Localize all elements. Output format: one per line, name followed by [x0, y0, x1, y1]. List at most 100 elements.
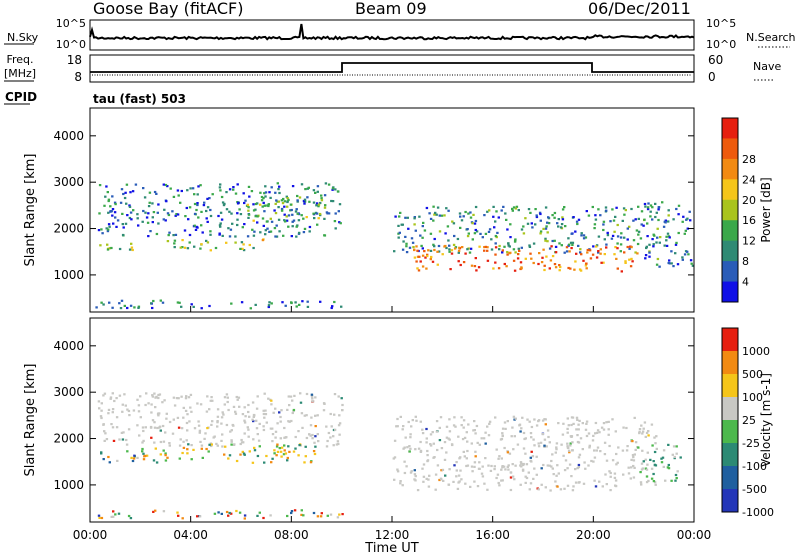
range-cell [104, 432, 107, 435]
range-cell [555, 442, 559, 445]
range-cell [126, 408, 129, 411]
range-cell [582, 482, 586, 485]
range-cell [296, 224, 299, 227]
range-cell [172, 418, 175, 421]
range-cell [531, 226, 534, 229]
range-cell [574, 260, 577, 263]
range-cell [577, 463, 581, 467]
range-cell [150, 302, 153, 305]
range-cell [602, 428, 606, 431]
range-cell [252, 415, 255, 418]
range-cell [267, 204, 270, 208]
range-cell [426, 449, 429, 453]
range-cell [109, 205, 112, 208]
range-cell [464, 210, 467, 214]
range-cell [270, 461, 273, 464]
range-cell [637, 446, 640, 449]
range-cell [667, 220, 670, 223]
range-cell [157, 396, 160, 400]
nave-tick-top: 60 [708, 53, 723, 67]
range-cell [637, 217, 640, 220]
range-cell [457, 474, 461, 477]
range-cell [567, 424, 570, 427]
range-cell [181, 246, 184, 249]
range-cell [183, 246, 187, 249]
range-cell [494, 246, 498, 249]
range-cell [593, 227, 596, 230]
range-cell [338, 203, 342, 206]
range-cell [267, 203, 270, 206]
range-cell [417, 269, 421, 272]
range-cell [243, 517, 246, 520]
range-cell [609, 475, 612, 478]
range-cell [121, 223, 124, 226]
range-cell [291, 225, 294, 228]
range-cell [332, 444, 335, 447]
range-cell [605, 209, 608, 212]
range-cell [207, 450, 210, 453]
range-cell [250, 190, 254, 193]
range-cell [333, 428, 337, 431]
range-cell [326, 514, 329, 517]
range-cell [99, 244, 102, 247]
range-cell [458, 212, 462, 215]
range-cell [665, 239, 668, 242]
range-cell [469, 247, 473, 250]
range-cell [630, 207, 633, 211]
range-cell [121, 403, 124, 406]
range-cell [601, 485, 604, 488]
range-cell [596, 429, 600, 432]
range-cell [422, 463, 426, 466]
range-cell [252, 203, 255, 206]
range-cell [173, 404, 177, 407]
range-cell [570, 475, 573, 478]
range-cell [269, 196, 272, 199]
range-cell [649, 458, 652, 461]
range-cell [114, 203, 117, 206]
range-cell [613, 253, 616, 256]
range-cell [316, 433, 319, 436]
range-cell [501, 434, 504, 437]
range-cell [540, 467, 543, 470]
range-cell [196, 203, 199, 207]
range-cell [575, 428, 578, 431]
range-cell [183, 229, 187, 232]
range-cell [206, 427, 209, 430]
range-cell [599, 450, 602, 453]
range-cell [177, 397, 180, 400]
range-cell [439, 416, 443, 419]
range-cell [218, 224, 222, 227]
range-cell [208, 443, 211, 446]
range-cell [603, 441, 607, 444]
range-cell [583, 461, 586, 464]
range-cell [509, 251, 512, 254]
range-cell [684, 229, 687, 232]
range-cell [670, 262, 673, 265]
range-cell [102, 303, 105, 306]
range-cell [631, 454, 635, 457]
range-cell [484, 245, 487, 248]
range-cell [631, 440, 634, 443]
range-tick-label: 3000 [53, 175, 84, 189]
range-cell [202, 204, 206, 207]
range-cell [654, 442, 657, 445]
range-cell [269, 514, 272, 517]
range-cell [125, 443, 129, 446]
range-cell [441, 253, 444, 256]
range-cell [276, 450, 280, 453]
range-cell [462, 450, 465, 453]
range-cell [401, 484, 404, 487]
range-cell [426, 454, 429, 457]
range-cell [614, 479, 618, 482]
range-cell [258, 422, 261, 425]
colorbar-segment [722, 374, 738, 398]
range-cell [190, 303, 193, 306]
range-cell [553, 211, 557, 215]
range-cell [478, 443, 481, 446]
range-cell [471, 222, 474, 225]
range-cell [169, 187, 172, 190]
range-cell [571, 241, 575, 244]
range-cell [506, 253, 509, 256]
range-cell [467, 423, 470, 426]
range-cell [682, 215, 685, 218]
